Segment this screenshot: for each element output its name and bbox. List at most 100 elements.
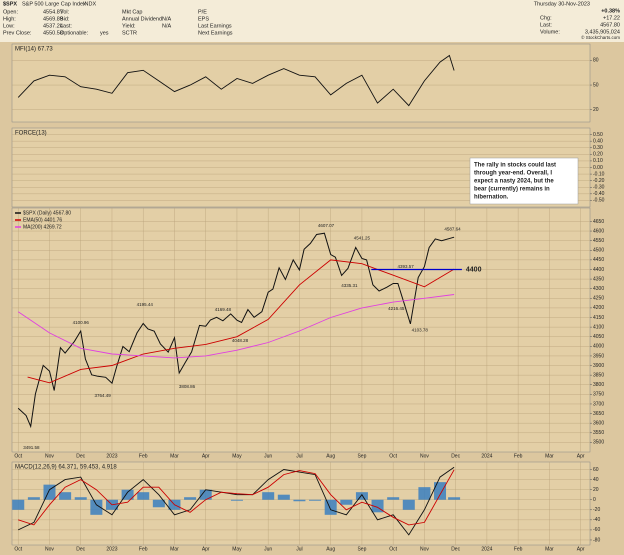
y-tick-label: 80 [593, 58, 599, 64]
x-tick-label: Feb [139, 546, 148, 552]
note-line: The rally in stocks could last [474, 163, 556, 169]
x-tick-label: Oct [389, 453, 397, 459]
field-value: 4567.80 [600, 22, 620, 28]
histogram-bar [324, 499, 337, 515]
x-tick-label: Oct [14, 546, 22, 552]
x-tick-label: Feb [514, 453, 523, 459]
note-line: bear (currently) remains in [474, 187, 550, 193]
price-annotation: 3491.58 [23, 445, 40, 450]
y-tick-label: 0 [593, 497, 596, 503]
field-value: 4550.58 [43, 30, 63, 36]
y-tick-label: 3950 [593, 353, 604, 359]
y-tick-label: 4500 [593, 248, 604, 254]
histogram-bar [74, 497, 87, 500]
price-annotation: 4587.64 [444, 227, 461, 232]
x-tick-label: 2024 [481, 546, 492, 552]
y-tick-label: 4000 [593, 344, 604, 350]
field-label: EPS [198, 16, 209, 22]
y-tick-label: 60 [593, 467, 599, 473]
y-tick-label: 3700 [593, 401, 604, 407]
x-tick-label: Mar [170, 453, 179, 459]
histogram-bar [12, 499, 25, 510]
price-annotation: 4048.28 [232, 338, 249, 343]
price-annotation: 4100.96 [73, 320, 90, 325]
histogram-bar [434, 482, 447, 500]
histogram-bar [387, 497, 400, 500]
note-line: through year-end. Overall, I [474, 171, 552, 177]
y-tick-label: 0.20 [593, 152, 603, 158]
x-tick-label: 2024 [481, 453, 492, 459]
y-tick-label: -0.50 [593, 198, 605, 204]
panel [11, 43, 591, 123]
x-tick-label: Oct [389, 546, 397, 552]
field-label: Optionable: [60, 30, 89, 36]
field-value: yes [100, 30, 109, 36]
y-tick-label: 3750 [593, 392, 604, 398]
x-tick-label: Jun [264, 546, 272, 552]
y-tick-label: 40 [593, 477, 599, 483]
histogram-bar [152, 499, 165, 508]
field-label: Open: [3, 9, 18, 15]
y-tick-label: -60 [593, 527, 600, 533]
y-tick-label: 4550 [593, 238, 604, 244]
histogram-bar [137, 492, 150, 500]
x-tick-label: Nov [420, 453, 429, 459]
field-label: P/E [198, 9, 207, 15]
y-tick-label: 0.10 [593, 158, 603, 164]
field-value: +17.22 [603, 15, 620, 21]
field-label: SCTR [122, 30, 137, 36]
y-tick-label: 3500 [593, 440, 604, 446]
histogram-bar [262, 492, 275, 500]
y-tick-label: 20 [593, 487, 599, 493]
y-tick-label: 4250 [593, 296, 604, 302]
y-tick-label: 4050 [593, 334, 604, 340]
price-annotation: 3764.49 [94, 393, 111, 398]
x-tick-label: Dec [76, 453, 85, 459]
x-tick-label: Sep [357, 453, 366, 459]
histogram-bar [27, 497, 40, 500]
histogram-bar [199, 489, 212, 500]
y-tick-label: -0.30 [593, 185, 605, 191]
price-annotation: 4393.57 [398, 264, 415, 269]
y-tick-label: 4100 [593, 324, 604, 330]
field-label: Chg: [540, 15, 552, 21]
field-label: Last Earnings [198, 23, 232, 29]
y-tick-label: 4150 [593, 315, 604, 321]
histogram-bar [340, 499, 353, 505]
x-tick-label: Apr [577, 546, 585, 552]
x-tick-label: Sep [357, 546, 366, 552]
credit: © StockCharts.com [581, 34, 620, 40]
panel-title: MACD(12,26,9) 64.371, 59.453, 4.918 [15, 465, 117, 471]
y-tick-label: 0.30 [593, 145, 603, 151]
y-tick-label: -0.20 [593, 178, 605, 184]
y-tick-label: 4450 [593, 257, 604, 263]
histogram-bar [230, 499, 243, 501]
y-tick-label: 50 [593, 82, 599, 88]
y-tick-label: 3650 [593, 411, 604, 417]
y-tick-label: -20 [593, 507, 600, 513]
y-tick-label: 4300 [593, 286, 604, 292]
x-tick-label: Jul [296, 453, 302, 459]
price-annotation: 4195.44 [137, 302, 154, 307]
field-label: Low: [3, 23, 15, 29]
x-tick-label: Feb [139, 453, 148, 459]
note-line: expect a nasty 2024, but the [474, 179, 554, 185]
field-label: Bid: [60, 16, 70, 22]
field-label: Vol: [60, 9, 70, 15]
field-label: Volume: [540, 29, 560, 35]
histogram-bar [309, 499, 322, 501]
header-bg [0, 0, 624, 42]
date: Thursday 30-Nov-2023 [534, 1, 590, 7]
x-tick-label: Dec [451, 546, 460, 552]
x-tick-label: May [232, 546, 242, 552]
x-tick-label: Oct [14, 453, 22, 459]
histogram-bar [448, 497, 461, 500]
x-tick-label: Apr [577, 453, 585, 459]
y-tick-label: 3800 [593, 382, 604, 388]
x-tick-label: Nov [420, 546, 429, 552]
y-tick-label: 4600 [593, 228, 604, 234]
field-value: N/A [162, 16, 172, 22]
x-tick-label: Mar [170, 546, 179, 552]
series-line [18, 469, 455, 526]
